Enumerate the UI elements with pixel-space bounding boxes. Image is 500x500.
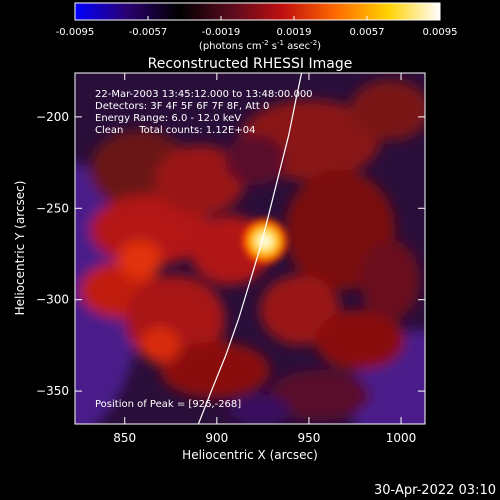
- annotation-line: Detectors: 3F 4F 5F 6F 7F 8F, Att 0: [95, 101, 269, 112]
- colorbar-tick-label: 0.0019: [277, 27, 312, 38]
- x-tick-label: 850: [113, 431, 136, 445]
- x-tick-label: 950: [297, 431, 320, 445]
- y-tick-label: −200: [36, 110, 69, 124]
- colorbar-tick-label: 0.0095: [423, 27, 458, 38]
- annotation-line: Clean Total counts: 1.12E+04: [95, 125, 255, 136]
- footer-timestamp: 30-Apr-2022 03:10: [374, 483, 496, 498]
- colorbar-tick-label: -0.0095: [56, 27, 95, 38]
- colorbar-tick-label: 0.0057: [350, 27, 385, 38]
- x-tick-label: 900: [205, 431, 228, 445]
- colorbar-tick-label: -0.0019: [202, 27, 241, 38]
- peak-position-label: Position of Peak = [926,-268]: [95, 399, 241, 410]
- annotation-line: 22-Mar-2003 13:45:12.000 to 13:48:00.000: [95, 89, 313, 100]
- emission-blobs: [75, 80, 425, 424]
- colorbar-tick-label: -0.0057: [129, 27, 168, 38]
- x-tick-label: 1000: [386, 431, 417, 445]
- y-axis: −200 −250 −300 −350: [36, 110, 425, 398]
- heatmap: [75, 73, 425, 424]
- y-axis-label: Heliocentric Y (arcsec): [13, 181, 27, 316]
- chart-title: Reconstructed RHESSI Image: [148, 56, 353, 72]
- colorbar-ticks: -0.0095 -0.0057 -0.0019 0.0019 0.0057 0.0095: [56, 16, 458, 38]
- colorbar-strip: [74, 2, 441, 21]
- plot-frame: [74, 72, 426, 425]
- colorbar-unit-label: (photons cm-2 s-1 asec-2): [199, 39, 321, 52]
- y-tick-label: −350: [36, 384, 69, 398]
- peak-source: [238, 215, 291, 268]
- y-tick-label: −250: [36, 201, 69, 215]
- solar-limb-curve: [197, 73, 303, 424]
- annotation-block: 22-Mar-2003 13:45:12.000 to 13:48:00.000…: [95, 89, 313, 136]
- y-tick-label: −300: [36, 293, 69, 307]
- x-axis-label: Heliocentric X (arcsec): [182, 448, 318, 462]
- x-axis: 850 900 950 1000: [113, 73, 416, 445]
- colorbar: -0.0095 -0.0057 -0.0019 0.0019 0.0057 0.0095 …: [56, 2, 458, 52]
- annotation-line: Energy Range: 6.0 - 12.0 keV: [95, 113, 241, 124]
